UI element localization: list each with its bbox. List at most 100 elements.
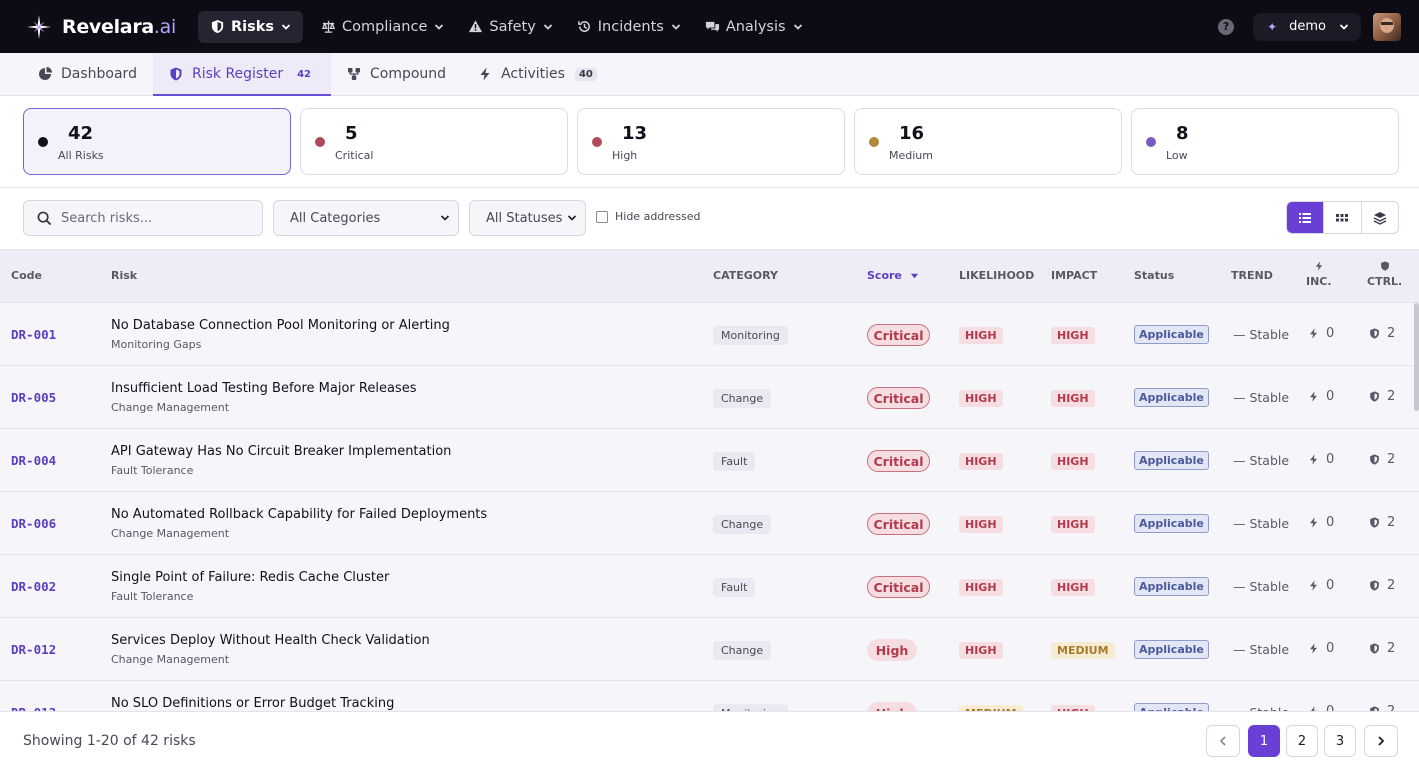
likelihood-badge: HIGH (959, 516, 1003, 533)
sub-tabs: Dashboard Risk Register 42 Compound Acti… (0, 53, 1419, 96)
search-box[interactable] (23, 200, 263, 236)
header-risk[interactable]: Risk (111, 269, 138, 282)
status-badge: Applicable (1134, 640, 1209, 659)
header-incidents[interactable]: INC. (1306, 261, 1332, 289)
control-count-value: 2 (1387, 389, 1396, 404)
risk-title[interactable]: No Automated Rollback Capability for Fai… (111, 507, 488, 522)
list-icon (1299, 212, 1312, 223)
card-value: 5 (345, 123, 358, 144)
risk-title[interactable]: No SLO Definitions or Error Budget Track… (111, 696, 395, 711)
trend-indicator: — Stable (1233, 705, 1289, 711)
risk-code-link[interactable]: DR-006 (11, 516, 57, 531)
risk-title[interactable]: API Gateway Has No Circuit Breaker Imple… (111, 444, 452, 459)
risk-code-link[interactable]: DR-005 (11, 390, 57, 405)
trend-indicator: — Stable (1233, 327, 1290, 342)
hide-addressed-checkbox[interactable] (596, 210, 608, 223)
nav-incidents[interactable]: Incidents (567, 11, 691, 43)
table-row[interactable]: DR-005 Insufficient Load Testing Before M… (0, 366, 1419, 429)
prev-page-button[interactable] (1206, 725, 1240, 757)
page-3-button[interactable]: 3 (1324, 725, 1356, 757)
pie-icon (39, 67, 52, 80)
impact-badge: HIGH (1051, 579, 1095, 596)
risk-title[interactable]: Single Point of Failure: Redis Cache Clu… (111, 570, 390, 585)
header-code[interactable]: Code (11, 269, 42, 282)
table-row[interactable]: DR-013 No SLO Definitions or Error Budget… (0, 681, 1419, 711)
impact-badge: HIGH (1051, 705, 1095, 711)
risk-code-link[interactable]: DR-004 (11, 453, 57, 468)
status-badge: Applicable (1134, 577, 1209, 596)
tab-activities[interactable]: Activities 40 (462, 53, 613, 95)
category-select[interactable]: All Categories (273, 200, 459, 236)
table-row[interactable]: DR-004 API Gateway Has No Circuit Breaker… (0, 429, 1419, 492)
status-badge: Applicable (1134, 514, 1209, 533)
header-status[interactable]: Status (1134, 269, 1175, 282)
header-score[interactable]: Score (867, 269, 919, 282)
chevron-down-icon (671, 23, 680, 30)
header-likelihood[interactable]: LIKELIHOOD (959, 269, 1035, 282)
incident-count-value: 0 (1326, 704, 1334, 711)
nav-risks[interactable]: Risks (197, 10, 304, 43)
scrollbar[interactable] (1414, 303, 1419, 411)
shield-icon (1370, 454, 1379, 465)
card-medium[interactable]: 16 Medium (854, 108, 1122, 175)
card-low[interactable]: 8 Low (1131, 108, 1399, 175)
header-impact[interactable]: IMPACT (1051, 269, 1098, 282)
impact-badge: MEDIUM (1051, 642, 1115, 659)
table-row[interactable]: DR-012 Services Deploy Without Health Che… (0, 618, 1419, 681)
nav-compliance-label: Compliance (342, 18, 428, 35)
status-badge: Applicable (1134, 388, 1209, 407)
table-row[interactable]: DR-001 No Database Connection Pool Monito… (0, 303, 1419, 366)
tab-dashboard[interactable]: Dashboard (22, 53, 153, 95)
user-menu-button[interactable]: ✦ demo (1253, 12, 1361, 41)
sparkle-icon: ✦ (1267, 19, 1278, 34)
nav-analysis[interactable]: Analysis (695, 11, 813, 43)
risk-code-link[interactable]: DR-013 (11, 705, 56, 711)
next-page-button[interactable] (1364, 725, 1398, 757)
page-1-button[interactable]: 1 (1248, 725, 1280, 757)
category-tag: Fault (713, 452, 756, 471)
logo[interactable]: Revelara.ai (26, 14, 176, 40)
tab-risk-register[interactable]: Risk Register 42 (152, 53, 332, 96)
category-tag: Change (713, 641, 772, 660)
control-count: 2 (1369, 389, 1395, 404)
risk-code-link[interactable]: DR-002 (11, 579, 57, 594)
severity-dot (1146, 137, 1156, 147)
hide-addressed-label: Hide addressed (615, 210, 701, 223)
tab-compound[interactable]: Compound (331, 53, 462, 95)
nav-compliance[interactable]: Compliance (311, 11, 454, 43)
card-high[interactable]: 13 High (577, 108, 845, 175)
status-select[interactable]: All Statuses (469, 200, 586, 236)
incident-count-value: 0 (1326, 452, 1335, 467)
network-icon (348, 68, 360, 80)
header-category[interactable]: CATEGORY (713, 269, 778, 282)
search-input[interactable] (61, 210, 241, 226)
layers-view-button[interactable] (1361, 202, 1398, 233)
status-badge: Applicable (1134, 451, 1209, 470)
table-row[interactable]: DR-002 Single Point of Failure: Redis Cac… (0, 555, 1419, 618)
bolt-icon (1309, 517, 1318, 528)
incident-count: 0 (1308, 704, 1334, 711)
risk-code-link[interactable]: DR-001 (11, 327, 57, 342)
risk-code-link[interactable]: DR-012 (11, 642, 57, 657)
risk-title[interactable]: Services Deploy Without Health Check Val… (111, 633, 430, 648)
help-icon[interactable]: ? (1218, 18, 1235, 35)
risk-title[interactable]: Insufficient Load Testing Before Major R… (111, 381, 417, 396)
avatar[interactable] (1373, 12, 1401, 41)
control-count-value: 2 (1387, 515, 1396, 530)
table-body: DR-001 No Database Connection Pool Monito… (0, 303, 1419, 711)
card-all-risks[interactable]: 42 All Risks (23, 108, 291, 175)
nav-safety[interactable]: Safety (458, 11, 562, 43)
bolt-icon (1309, 643, 1318, 654)
chevron-down-icon (435, 23, 444, 30)
hide-addressed-toggle[interactable]: Hide addressed (596, 210, 701, 223)
risk-title[interactable]: No Database Connection Pool Monitoring o… (111, 318, 450, 333)
control-count: 2 (1369, 704, 1395, 711)
page-2-button[interactable]: 2 (1286, 725, 1318, 757)
table-row[interactable]: DR-006 No Automated Rollback Capability f… (0, 492, 1419, 555)
bolt-icon (1310, 706, 1318, 711)
grid-view-button[interactable] (1324, 202, 1362, 233)
list-view-button[interactable] (1287, 202, 1325, 233)
card-critical[interactable]: 5 Critical (300, 108, 568, 175)
header-controls[interactable]: CTRL. (1367, 261, 1402, 289)
header-trend[interactable]: TREND (1231, 269, 1273, 282)
